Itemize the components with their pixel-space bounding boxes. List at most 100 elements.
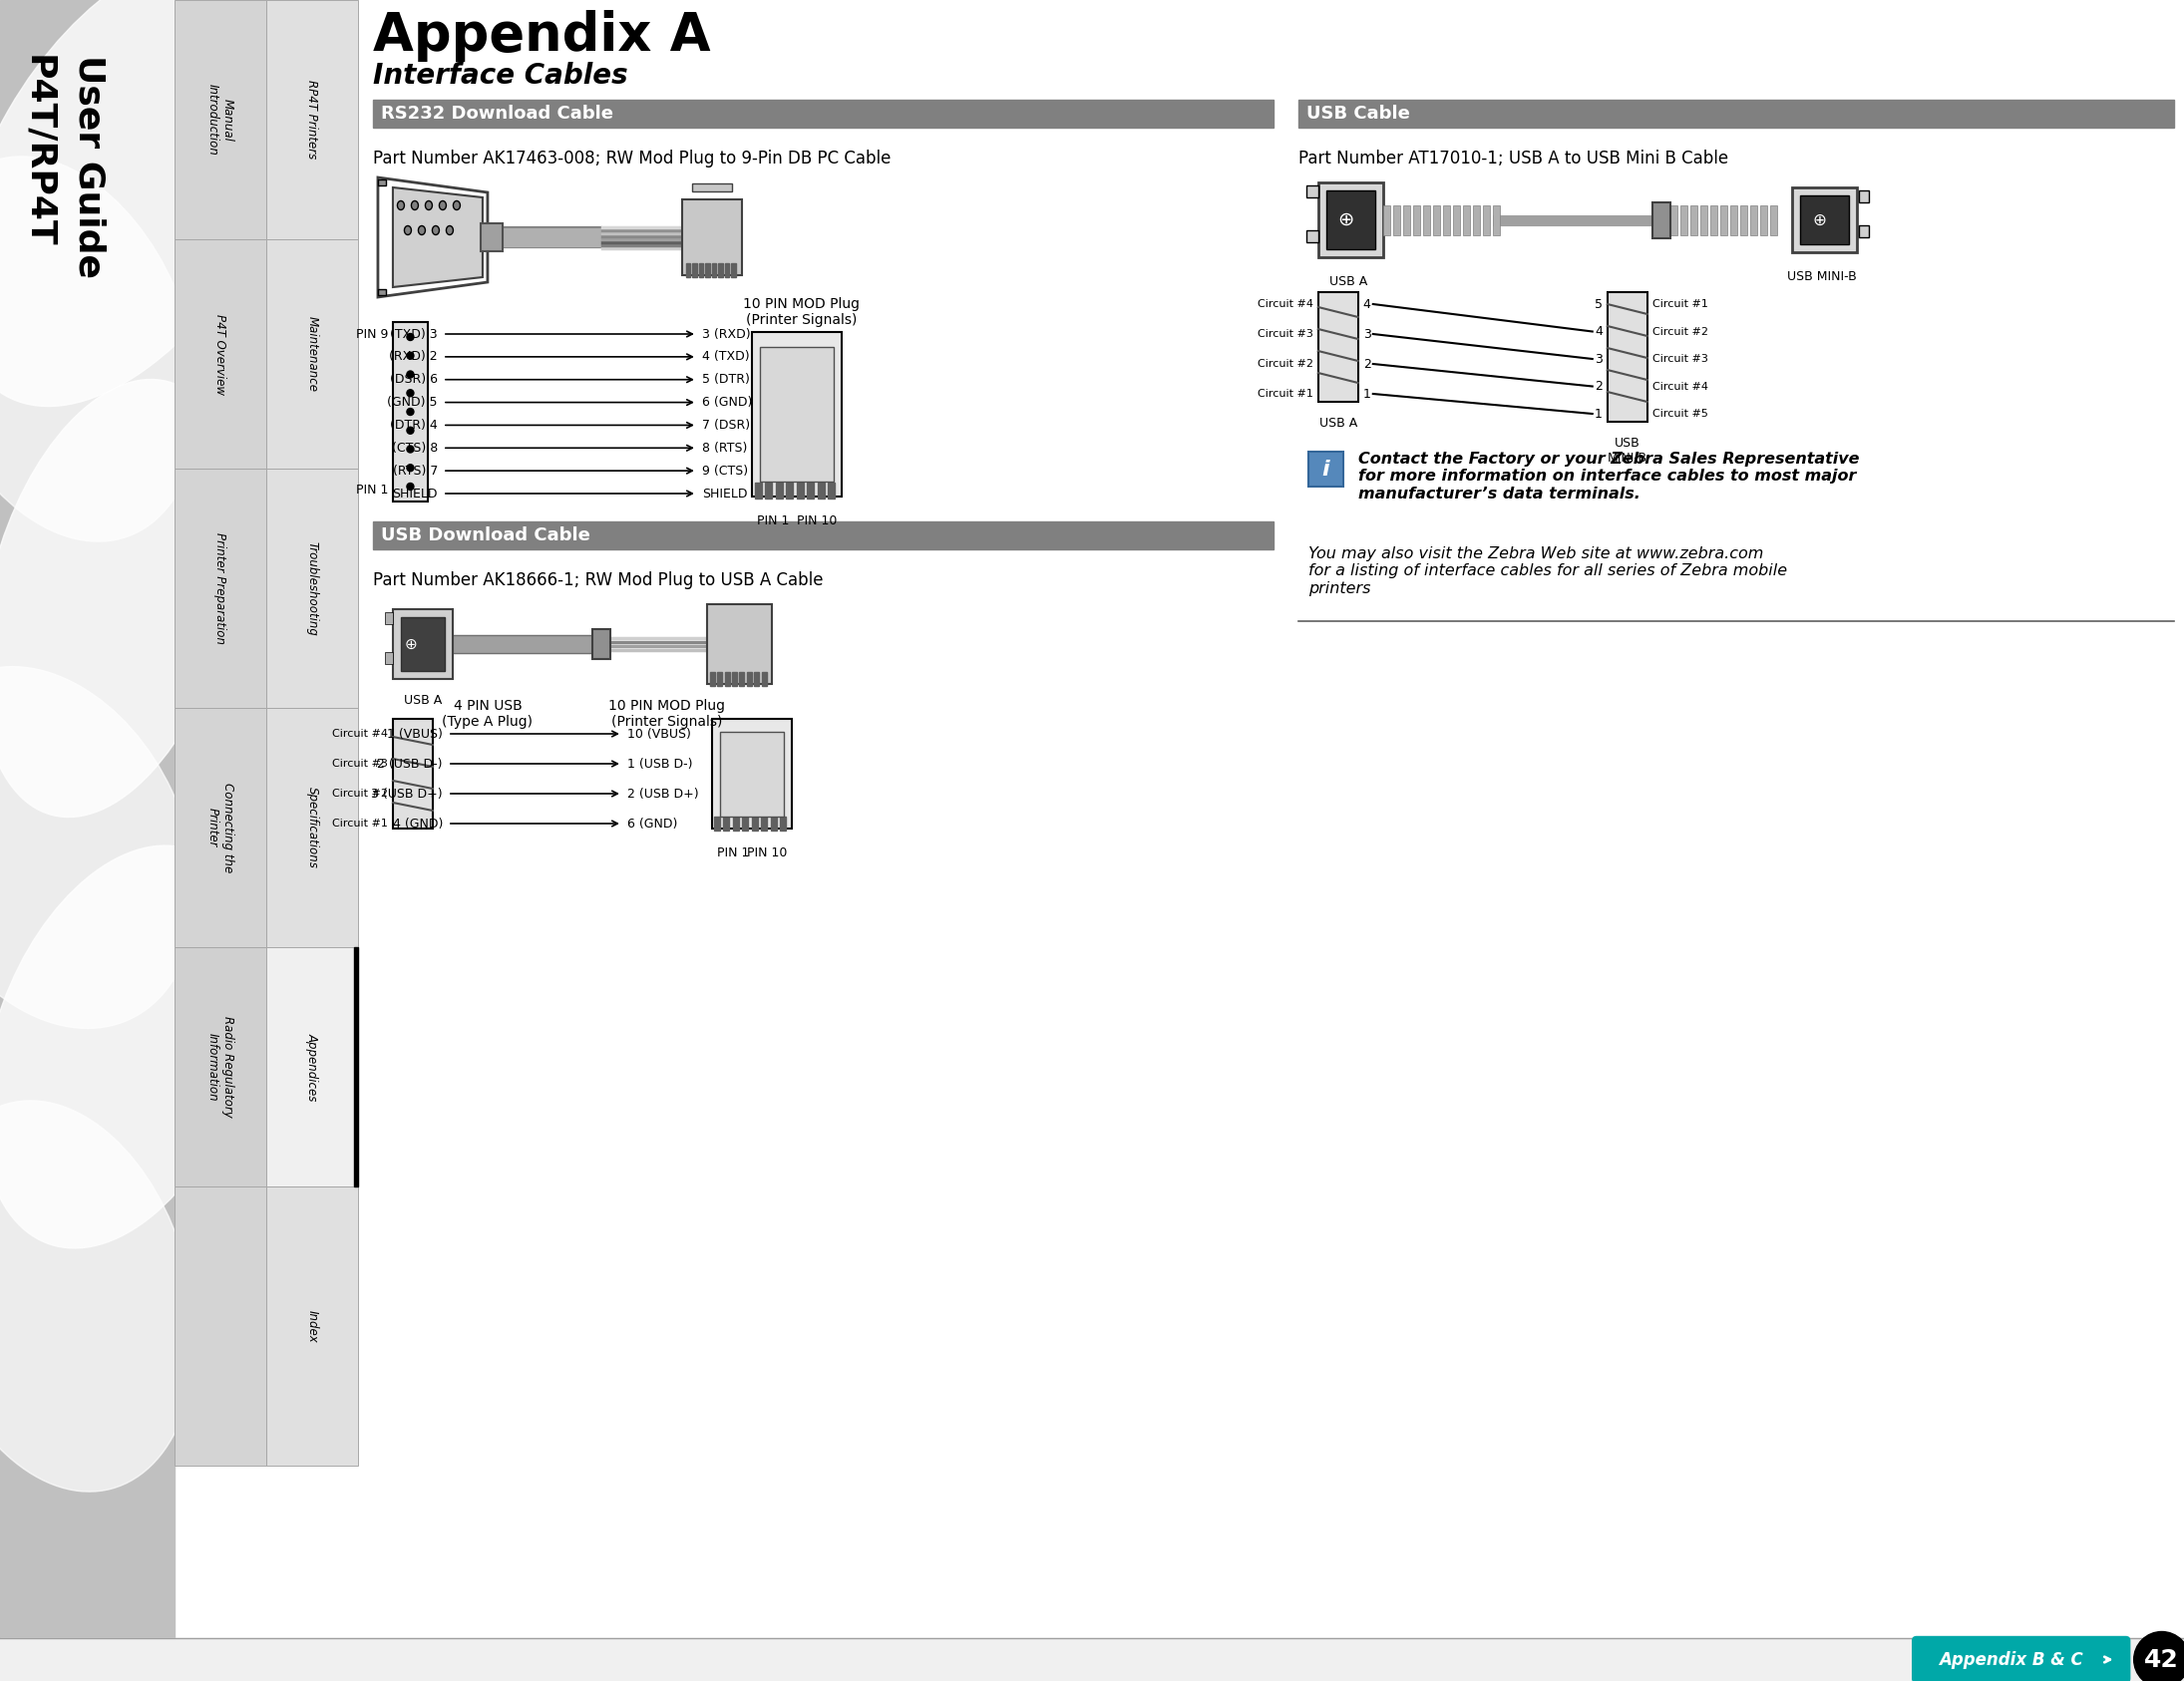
Text: Part Number AT17010-1; USB A to USB Mini B Cable: Part Number AT17010-1; USB A to USB Mini… xyxy=(1297,150,1728,168)
Text: RS232 Download Cable: RS232 Download Cable xyxy=(380,104,614,123)
Text: 2: 2 xyxy=(1594,380,1603,393)
Circle shape xyxy=(406,390,413,397)
Text: RP4T Printers: RP4T Printers xyxy=(306,81,319,160)
Text: ⊕: ⊕ xyxy=(1813,210,1826,229)
Ellipse shape xyxy=(0,156,199,541)
Bar xyxy=(1791,188,1856,252)
Bar xyxy=(266,0,358,239)
Text: Connecting the
Printer: Connecting the Printer xyxy=(207,783,234,872)
Text: Contact the Factory or your Zebra Sales Representative
for more information on i: Contact the Factory or your Zebra Sales … xyxy=(1358,452,1859,501)
Text: 1: 1 xyxy=(1594,407,1603,420)
Text: Appendices: Appendices xyxy=(306,1032,319,1101)
Bar xyxy=(266,469,358,708)
Bar xyxy=(1800,195,1848,244)
Text: (RTS) 7: (RTS) 7 xyxy=(393,464,437,477)
Circle shape xyxy=(406,464,413,471)
FancyBboxPatch shape xyxy=(1913,1637,2129,1681)
Bar xyxy=(1319,292,1358,402)
Text: Index: Index xyxy=(306,1309,319,1343)
Text: PIN 1: PIN 1 xyxy=(758,514,788,528)
Text: 3 (RXD): 3 (RXD) xyxy=(701,328,751,341)
Bar xyxy=(712,719,793,829)
Text: i: i xyxy=(1321,459,1330,479)
Text: USB A: USB A xyxy=(1319,417,1356,430)
Bar xyxy=(373,521,1273,550)
Text: P4T/RP4T: P4T/RP4T xyxy=(22,55,55,247)
Text: Circuit #1: Circuit #1 xyxy=(1258,388,1313,398)
Bar xyxy=(384,612,393,624)
Bar xyxy=(708,603,771,684)
Text: USB Download Cable: USB Download Cable xyxy=(380,526,590,545)
Text: 1: 1 xyxy=(1363,387,1372,400)
Bar xyxy=(740,672,745,686)
Ellipse shape xyxy=(419,225,426,235)
Bar xyxy=(1452,205,1459,235)
Bar xyxy=(1308,452,1343,486)
Ellipse shape xyxy=(0,846,258,1249)
Text: 10 PIN MOD Plug
(Printer Signals): 10 PIN MOD Plug (Printer Signals) xyxy=(743,298,860,328)
Bar xyxy=(1306,230,1319,242)
Text: USB
MINI-B: USB MINI-B xyxy=(1607,437,1647,464)
Bar xyxy=(828,482,834,499)
Bar xyxy=(775,482,782,499)
Bar xyxy=(1690,205,1697,235)
Text: USB MINI-B: USB MINI-B xyxy=(1787,271,1856,282)
Text: Appendix A: Appendix A xyxy=(373,10,710,62)
Circle shape xyxy=(406,372,413,378)
Bar xyxy=(723,817,729,830)
Bar xyxy=(384,652,393,664)
Text: 2 (USB D+): 2 (USB D+) xyxy=(627,787,699,800)
Bar xyxy=(266,1187,358,1466)
Text: 1 (USB D-): 1 (USB D-) xyxy=(627,756,692,770)
Bar xyxy=(710,672,714,686)
Text: Circuit #3: Circuit #3 xyxy=(332,758,389,768)
Bar xyxy=(175,0,266,239)
Ellipse shape xyxy=(432,225,439,235)
Bar xyxy=(1306,185,1319,197)
Bar xyxy=(1433,205,1439,235)
Bar xyxy=(1492,205,1500,235)
Text: PIN 1: PIN 1 xyxy=(356,482,389,496)
Bar xyxy=(1679,205,1686,235)
Text: 6 (GND): 6 (GND) xyxy=(627,817,677,830)
Bar xyxy=(732,264,736,277)
Bar xyxy=(1710,205,1717,235)
Text: Circuit #3: Circuit #3 xyxy=(1258,329,1313,340)
Text: 9 (CTS): 9 (CTS) xyxy=(701,464,747,477)
Text: USB A: USB A xyxy=(404,694,441,708)
Bar xyxy=(1402,205,1411,235)
Bar xyxy=(175,1187,266,1466)
Text: ⊕: ⊕ xyxy=(1339,210,1354,229)
Ellipse shape xyxy=(411,202,419,210)
Bar xyxy=(699,264,703,277)
Bar xyxy=(1760,205,1767,235)
Ellipse shape xyxy=(397,202,404,210)
Text: 2: 2 xyxy=(1363,358,1372,370)
Text: Maintenance: Maintenance xyxy=(306,316,319,392)
Text: Part Number AK17463-008; RW Mod Plug to 9-Pin DB PC Cable: Part Number AK17463-008; RW Mod Plug to … xyxy=(373,150,891,168)
Bar xyxy=(1444,205,1450,235)
Circle shape xyxy=(406,427,413,434)
Text: (DSR) 6: (DSR) 6 xyxy=(391,373,437,387)
Text: 6 (GND): 6 (GND) xyxy=(701,397,751,408)
Bar xyxy=(1653,202,1671,237)
Bar xyxy=(1424,205,1431,235)
Text: Circuit #5: Circuit #5 xyxy=(1653,408,1708,419)
Text: 4 (TXD): 4 (TXD) xyxy=(701,350,749,363)
Bar xyxy=(797,482,804,499)
Ellipse shape xyxy=(439,202,446,210)
Bar xyxy=(786,482,793,499)
Bar xyxy=(762,672,767,686)
Bar xyxy=(175,946,266,1187)
Text: Circuit #1: Circuit #1 xyxy=(1653,299,1708,309)
Text: 7 (DSR): 7 (DSR) xyxy=(701,419,749,432)
Bar xyxy=(686,264,690,277)
Text: 42: 42 xyxy=(2145,1647,2180,1671)
Text: Specifications: Specifications xyxy=(306,787,319,869)
Text: 4: 4 xyxy=(1363,298,1372,311)
Bar xyxy=(175,469,266,708)
Bar xyxy=(751,333,841,496)
Text: 8 (RTS): 8 (RTS) xyxy=(701,442,747,454)
Ellipse shape xyxy=(0,1101,194,1491)
Bar xyxy=(266,708,358,946)
